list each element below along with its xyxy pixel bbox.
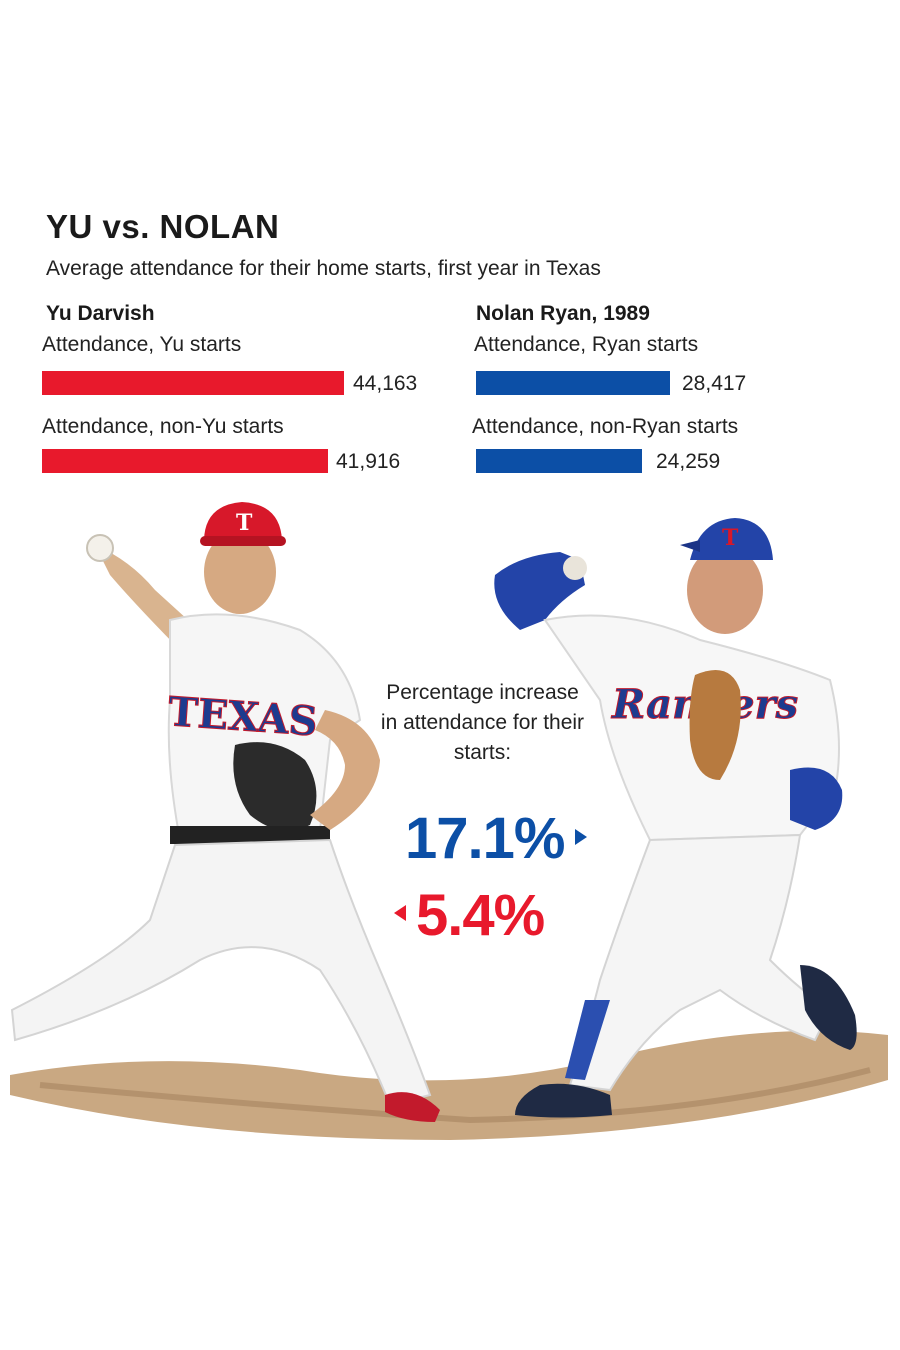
- glove-left: [233, 742, 317, 831]
- nolan-nonstarts-label: Attendance, non-Ryan starts: [472, 415, 739, 438]
- mound-dirt: [10, 1030, 888, 1140]
- yu-pitcher-figure: T TEXAS: [10, 502, 440, 1122]
- nolan-nonstarts-bar: [476, 449, 642, 473]
- nolan-starts-value: 28,417: [682, 372, 747, 395]
- chart-title: YU vs. NOLAN: [46, 208, 280, 245]
- nolan-pitcher-figure: T Rangers: [494, 518, 857, 1118]
- percentage-note: Percentage increase in attendance for th…: [380, 681, 585, 764]
- cap-logo-right: T: [722, 525, 739, 551]
- nolan-starts-bar: [476, 371, 670, 395]
- nolan-starts-label: Attendance, Ryan starts: [474, 333, 699, 356]
- cap-logo-left: T: [236, 510, 253, 536]
- yu-starts-value: 44,163: [353, 372, 418, 395]
- nolan-heading: Nolan Ryan, 1989: [476, 302, 650, 325]
- nolan-increase-value: 17.1%: [405, 806, 565, 871]
- yu-starts-label: Attendance, Yu starts: [42, 333, 242, 356]
- nolan-nonstarts-value: 24,259: [656, 450, 721, 473]
- jersey-text-left: TEXAS: [166, 688, 319, 745]
- yu-starts-bar: [42, 371, 344, 395]
- yu-heading: Yu Darvish: [46, 302, 155, 325]
- yu-nonstarts-bar: [42, 449, 328, 473]
- yu-nonstarts-value: 41,916: [336, 450, 401, 473]
- chart-subtitle: Average attendance for their home starts…: [46, 257, 601, 280]
- yu-nonstarts-label: Attendance, non-Yu starts: [42, 415, 284, 438]
- glove-right: [689, 670, 741, 780]
- yu-increase-value: 5.4%: [416, 883, 545, 948]
- baseball-icon: [86, 534, 114, 562]
